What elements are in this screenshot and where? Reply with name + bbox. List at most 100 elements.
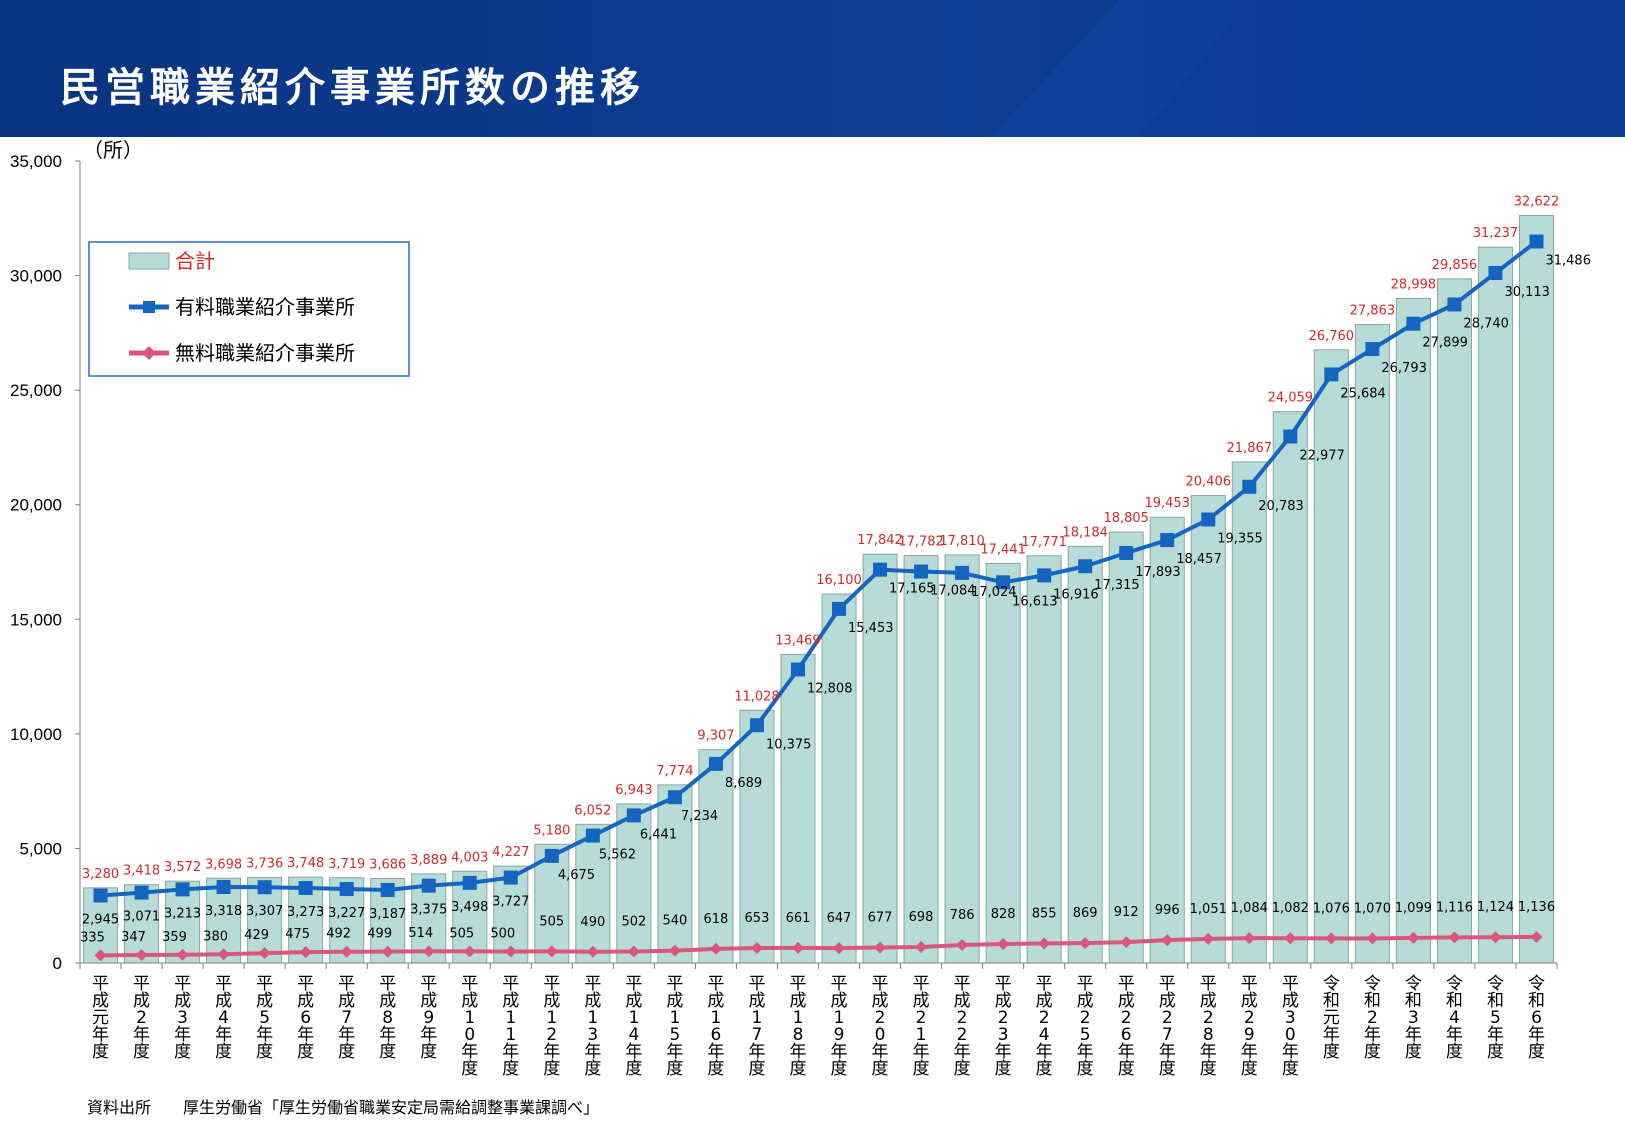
x-tick-label-char: 平 <box>1159 974 1176 994</box>
data-label-total: 3,280 <box>82 867 119 882</box>
x-tick-label-char: 5 <box>669 1025 680 1045</box>
x-tick-label-char: 年 <box>1364 1025 1381 1045</box>
x-tick-label-char: 度 <box>1446 1042 1463 1062</box>
free-point <box>709 942 722 955</box>
free-point <box>586 945 599 958</box>
data-label-paid: 17,024 <box>971 585 1017 600</box>
line-free <box>94 930 1543 962</box>
bar-total <box>1354 324 1390 964</box>
x-tick-label-char: 年 <box>1077 1042 1094 1062</box>
x-tick-label-char: 度 <box>174 1042 191 1062</box>
x-tick-label-char: 1 <box>546 1008 557 1028</box>
data-label-paid: 28,740 <box>1463 316 1509 331</box>
x-tick-label-char: 成 <box>1200 991 1217 1011</box>
x-tick-label-char: 成 <box>1118 991 1135 1011</box>
bar-total <box>657 784 693 964</box>
data-label-total: 6,943 <box>615 783 652 798</box>
paid-point <box>175 882 190 897</box>
y-axis-unit-label: （所） <box>83 138 143 162</box>
paid-point <box>626 808 641 823</box>
x-tick-label-char: 度 <box>872 1059 889 1079</box>
free-point <box>176 948 189 961</box>
x-tick-label-char: 成 <box>1241 991 1258 1011</box>
bar-total <box>985 562 1021 964</box>
x-tick-label-char: 成 <box>92 991 109 1011</box>
paid-point <box>380 882 395 897</box>
data-label-free: 514 <box>408 926 433 941</box>
paid-point <box>749 718 764 733</box>
x-tick-label-char: 年 <box>1200 1042 1217 1062</box>
free-point <box>668 944 681 957</box>
x-tick-label-char: 7 <box>341 1008 352 1028</box>
x-tick-label-char: 度 <box>256 1042 273 1062</box>
data-label-total: 5,180 <box>533 823 570 838</box>
free-point <box>1284 932 1297 945</box>
free-point <box>135 949 148 962</box>
data-label-total: 16,100 <box>816 573 862 588</box>
x-tick-label-char: 令 <box>1528 974 1545 994</box>
x-tick-label-char: 成 <box>174 991 191 1011</box>
data-label-total: 6,052 <box>574 803 611 818</box>
data-label-total: 11,028 <box>734 689 780 704</box>
x-tick-label-char: 平 <box>1200 974 1217 994</box>
y-tick-label: 5,000 <box>19 839 62 858</box>
paid-point <box>462 875 477 890</box>
x-tick-label-char: 年 <box>1282 1042 1299 1062</box>
data-label-free: 855 <box>1032 906 1057 921</box>
x-tick-label-char: 和 <box>1323 991 1340 1011</box>
x-tick-label-char: 平 <box>1241 974 1258 994</box>
x-tick-label-char: 4 <box>1449 1008 1460 1028</box>
free-point <box>463 945 476 958</box>
bar-total <box>1313 349 1349 964</box>
free-point <box>1448 931 1461 944</box>
x-tick-label-char: 成 <box>872 991 889 1011</box>
x-tick-label-char: 平 <box>831 974 848 994</box>
data-label-total: 26,760 <box>1309 329 1355 344</box>
free-point <box>94 949 107 962</box>
legend-swatch-total <box>128 252 170 270</box>
free-point <box>1530 930 1543 943</box>
x-tick-label-char: 9 <box>834 1025 845 1045</box>
x-tick-label-char: 0 <box>1285 1025 1296 1045</box>
data-label-free: 828 <box>991 907 1016 922</box>
x-tick-label-char: 年 <box>1446 1025 1463 1045</box>
x-tick-label-char: 年 <box>1405 1025 1422 1045</box>
data-label-paid: 17,893 <box>1135 565 1181 580</box>
data-label-total: 32,622 <box>1514 194 1560 209</box>
x-tick-label-char: 年 <box>995 1042 1012 1062</box>
data-label-total: 7,774 <box>656 764 693 779</box>
paid-point <box>955 565 970 580</box>
data-label-free: 1,084 <box>1231 901 1268 916</box>
x-tick-label-char: 度 <box>584 1059 601 1079</box>
data-label-paid: 3,307 <box>246 904 283 919</box>
paid-point <box>914 564 929 579</box>
x-tick-label-char: 平 <box>215 974 232 994</box>
free-series-line <box>100 934 1537 958</box>
x-tick-label-char: 平 <box>256 974 273 994</box>
free-point <box>874 941 887 954</box>
paid-point <box>93 888 108 903</box>
paid-point <box>832 601 847 616</box>
data-label-paid: 25,684 <box>1340 386 1386 401</box>
x-tick-label-char: 平 <box>707 974 724 994</box>
data-label-total: 3,686 <box>369 858 406 873</box>
free-point <box>422 945 435 958</box>
free-point <box>997 938 1010 951</box>
x-tick-label-char: 平 <box>92 974 109 994</box>
x-tick-label-char: 2 <box>1162 1008 1173 1028</box>
data-label-paid: 31,486 <box>1545 254 1591 269</box>
data-label-total: 3,736 <box>246 856 283 871</box>
bar-total <box>1231 461 1267 964</box>
y-tick-label: 20,000 <box>10 496 62 515</box>
x-tick-label-char: 和 <box>1364 991 1381 1011</box>
x-tick-label-char: 成 <box>625 991 642 1011</box>
x-tick-label-char: 3 <box>1285 1008 1296 1028</box>
bar-total <box>1477 246 1513 964</box>
data-label-total: 3,748 <box>287 856 324 871</box>
paid-point <box>1242 479 1257 494</box>
x-tick-label-char: 年 <box>913 1042 930 1062</box>
x-tick-label-char: 平 <box>297 974 314 994</box>
paid-point <box>1447 297 1462 312</box>
bars-total <box>82 214 1555 964</box>
x-tick-label-char: 7 <box>752 1025 763 1045</box>
